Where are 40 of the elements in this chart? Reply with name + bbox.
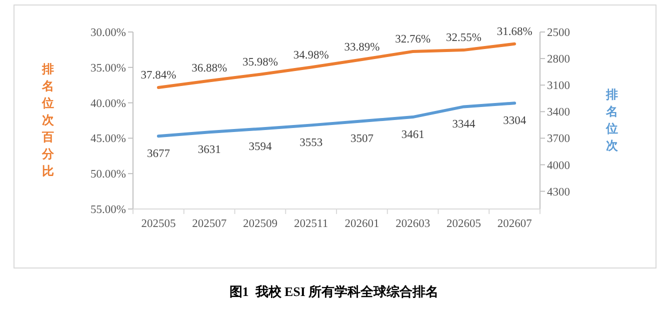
data-label: 32.76% [395, 34, 431, 46]
x-tick-label: 202509 [242, 218, 278, 230]
x-tick-label: 202507 [192, 218, 227, 230]
y2-tick-label: 3400 [547, 106, 570, 119]
y2-tick-label: 4000 [547, 160, 570, 172]
data-label: 36.88% [192, 62, 228, 75]
x-tick-label: 202505 [141, 218, 176, 230]
data-label: 3507 [350, 133, 374, 146]
data-label: 3594 [248, 140, 272, 153]
y-tick-label: 45.00% [90, 133, 126, 146]
data-label: 3304 [503, 115, 526, 128]
data-label: 3344 [452, 118, 476, 131]
data-label: 3631 [198, 144, 222, 156]
y-tick-label: 35.00% [90, 62, 126, 74]
y-axis-title: 排名位次百分比 [41, 62, 55, 178]
y2-tick-label: 3700 [547, 133, 570, 146]
data-label: 3461 [401, 129, 425, 142]
y-tick-label: 40.00% [90, 98, 126, 110]
y2-axis-title: 排名位次 [605, 88, 619, 152]
data-label: 3677 [146, 148, 170, 160]
x-tick-label: 202605 [446, 218, 482, 230]
data-label: 37.84% [140, 70, 177, 82]
y2-tick-label: 2500 [547, 27, 570, 39]
x-tick-label: 202603 [396, 218, 430, 230]
data-label: 35.98% [242, 56, 278, 68]
data-label: 32.55% [446, 32, 482, 44]
x-tick-label: 202607 [497, 218, 532, 230]
y2-tick-label: 3100 [547, 80, 570, 92]
data-label: 3553 [300, 137, 323, 150]
data-label: 31.68% [496, 26, 533, 38]
caption: 图1 我校 ESI 所有学科全球综合排名 [229, 284, 439, 299]
y-tick-label: 30.00% [90, 27, 126, 39]
data-label: 34.98% [293, 49, 330, 62]
data-label: 33.89% [344, 42, 380, 54]
y2-tick-label: 4300 [547, 186, 570, 198]
y-tick-label: 55.00% [90, 204, 126, 216]
y2-tick-label: 2800 [547, 54, 570, 66]
y-tick-label: 50.00% [90, 168, 126, 181]
x-tick-label: 202511 [294, 218, 328, 230]
x-tick-label: 202601 [344, 218, 380, 230]
